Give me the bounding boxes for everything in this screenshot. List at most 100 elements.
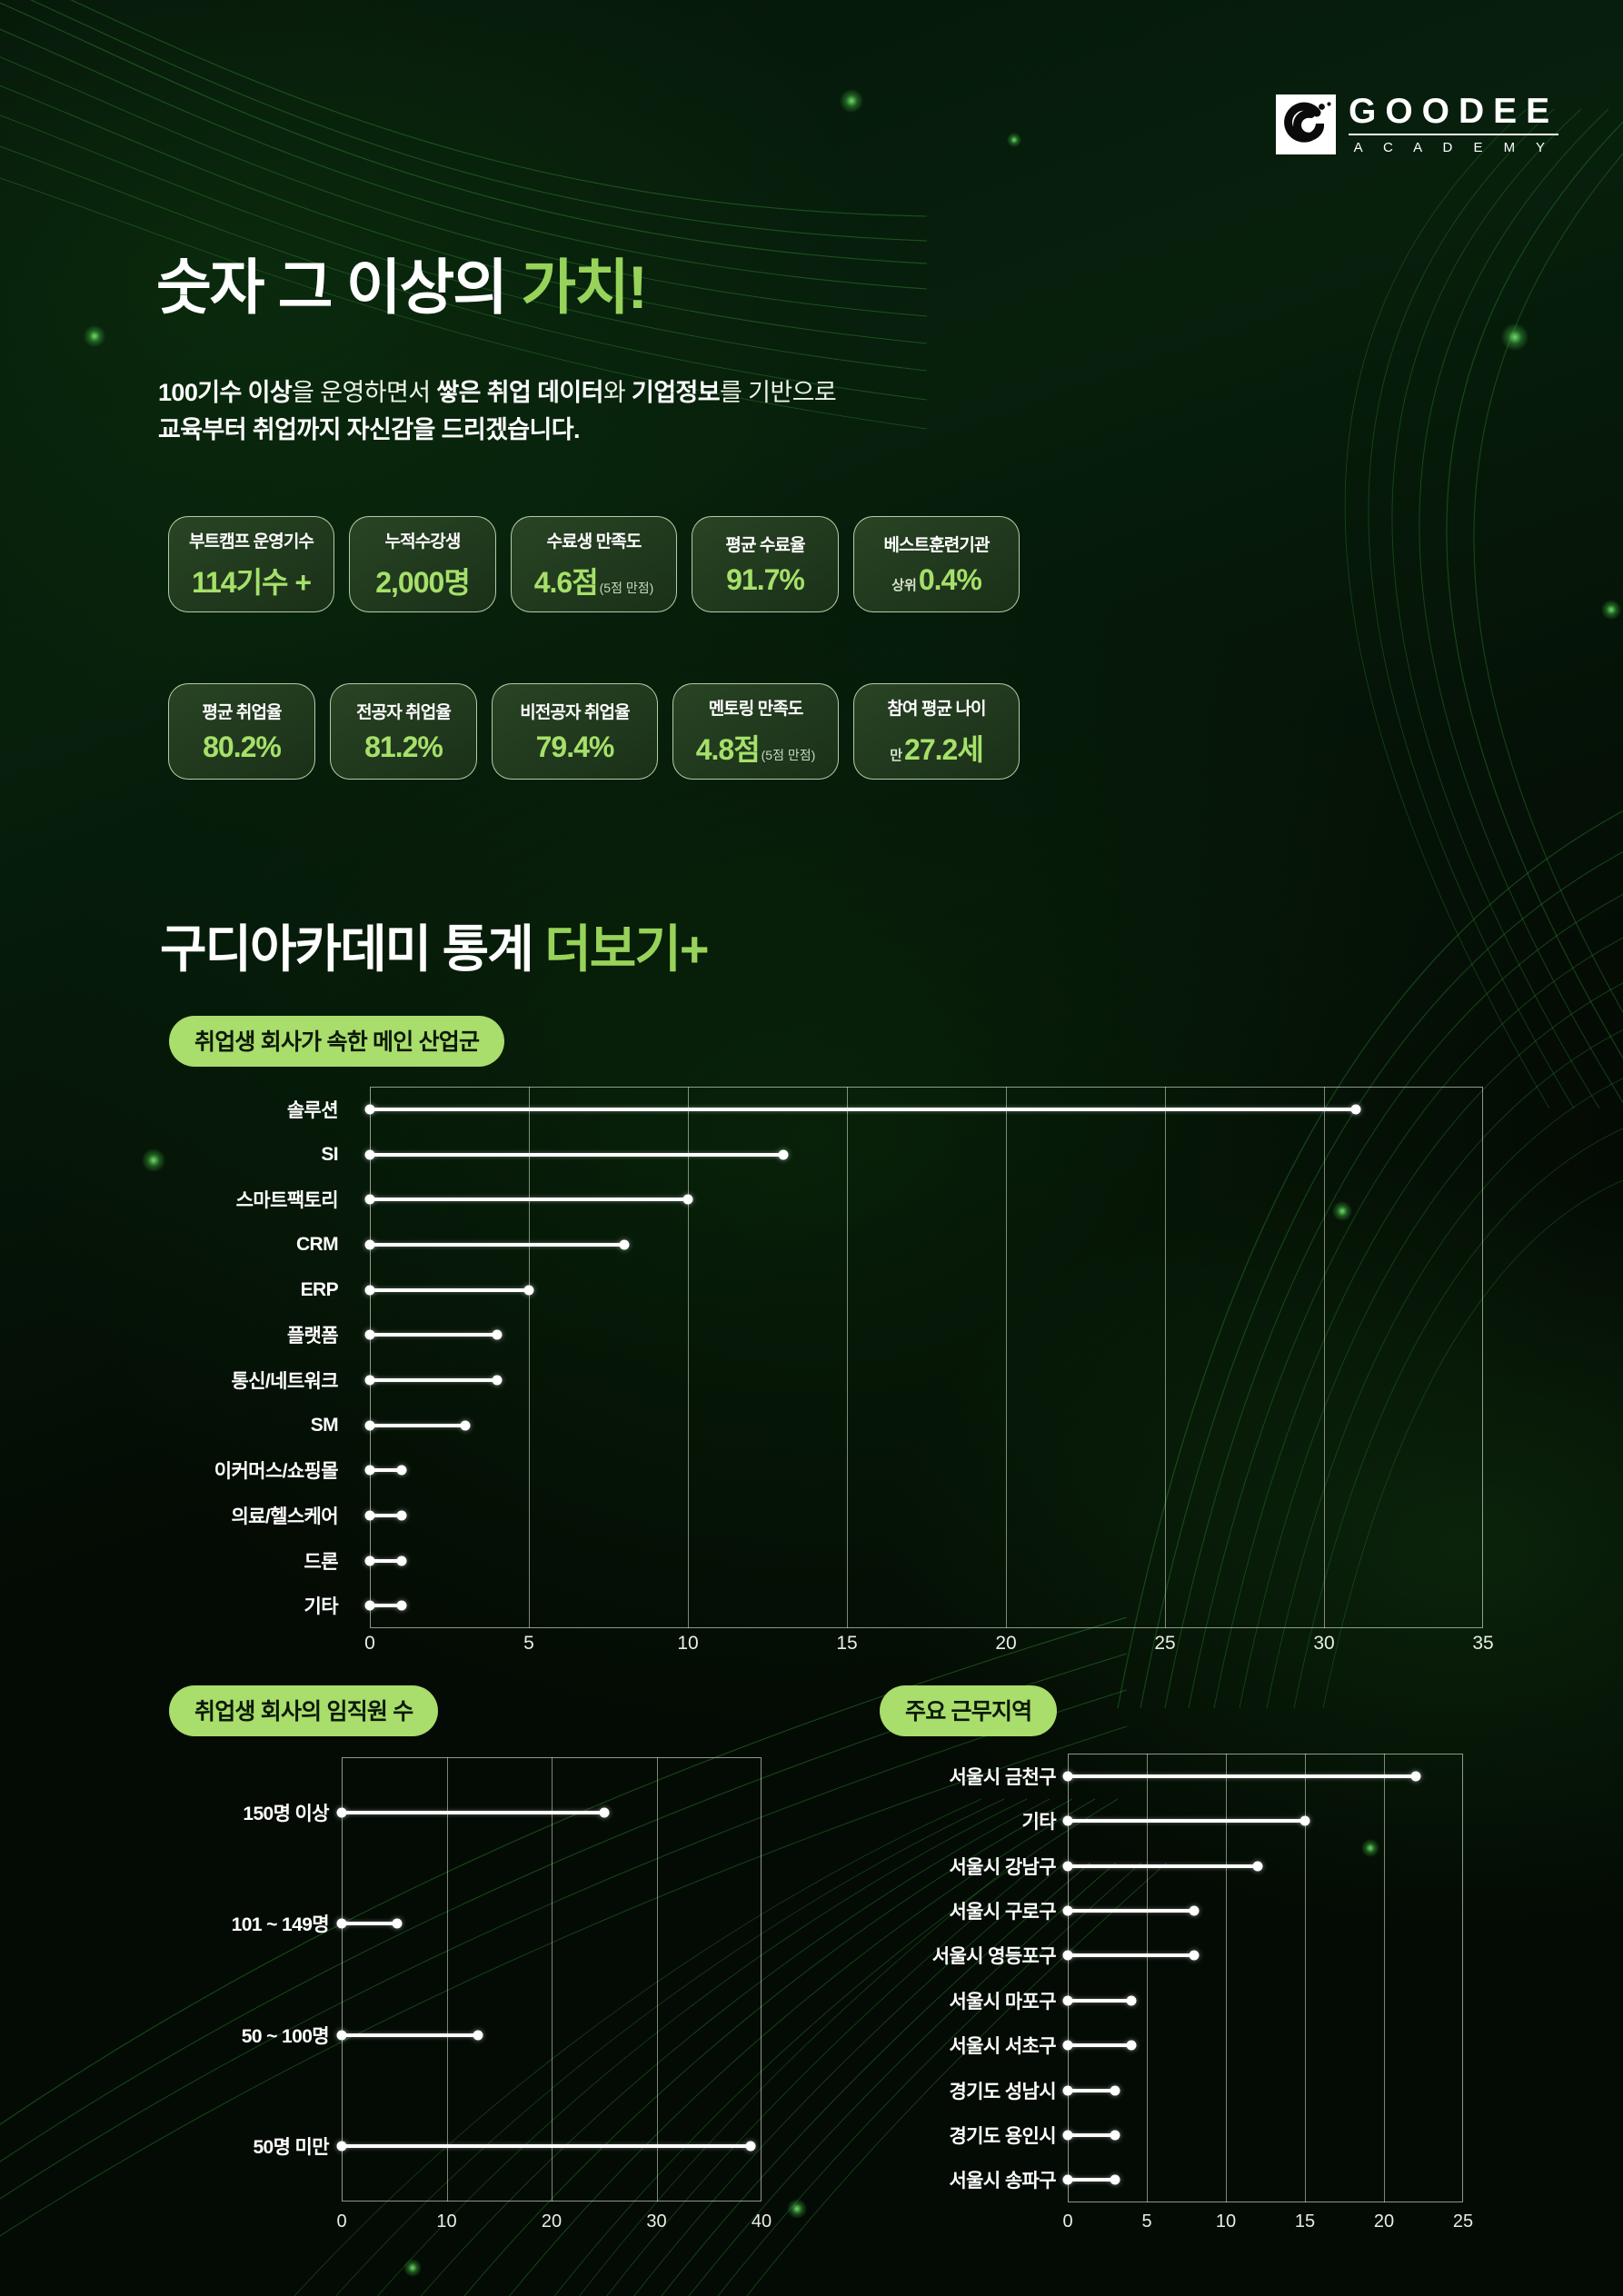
chart-x-tick-label: 10: [436, 2212, 457, 2231]
chart-bar-endpoint: [1062, 2174, 1073, 2185]
chart-bar-endpoint: [364, 1239, 375, 1250]
brand-name: GOODEE: [1349, 94, 1559, 135]
chart-title-location: 주요 근무지역: [880, 1685, 1058, 1736]
chart-bar-endpoint: [1126, 2040, 1137, 2051]
stat-card-label: 수료생 만족도: [546, 532, 642, 552]
chart-category-label: SI: [321, 1143, 338, 1165]
background-swoosh-right: [1072, 109, 1623, 1108]
chart-x-tick-label: 25: [1154, 1633, 1176, 1654]
subtitle-line-2: 교육부터 취업까지 자신감을 드리겠습니다.: [158, 415, 581, 443]
chart-x-tick-label: 15: [836, 1633, 858, 1654]
chart-category-label: SM: [310, 1414, 339, 1436]
chart-title-employees: 취업생 회사의 임직원 수: [169, 1685, 439, 1736]
page-title-main: 숫자 그 이상의: [156, 253, 522, 321]
chart-bar-endpoint: [1299, 1815, 1310, 1826]
chart-bar: [370, 1423, 465, 1427]
stat-card-label: 참여 평균 나이: [887, 699, 986, 719]
chart-x-tick-label: 20: [995, 1633, 1017, 1654]
chart-category-label: 드론: [304, 1551, 339, 1573]
glow-dot: [1007, 133, 1021, 147]
chart-x-tick-label: 30: [646, 2212, 667, 2231]
page-title-accent: 가치!: [521, 253, 647, 321]
stat-card: 전공자 취업율 81.2%: [330, 683, 477, 780]
chart-bar-endpoint: [1062, 1815, 1073, 1826]
stat-card: 부트캠프 운영기수 114기수 +: [168, 516, 334, 612]
chart-bar-endpoint: [492, 1375, 503, 1386]
stat-card: 멘토링 만족도 4.8점 (5점 만점): [672, 683, 839, 780]
chart-bar-endpoint: [1189, 1905, 1200, 1916]
chart-category-label: 기타: [1021, 1812, 1057, 1834]
chart-bar-endpoint: [1062, 1861, 1073, 1871]
subtitle-text-3: 를 기반으로: [719, 379, 837, 406]
chart-bar-endpoint: [1062, 2040, 1073, 2051]
glow-dot: [1501, 323, 1528, 351]
stat-card-label: 비전공자 취업율: [520, 703, 630, 722]
stat-card-value-line: 91.7%: [726, 563, 805, 597]
stat-card-value-line: 만 27.2세: [890, 727, 984, 769]
chart-x-tick-label: 5: [523, 1633, 534, 1654]
chart-bar-endpoint: [1350, 1104, 1361, 1115]
chart-category-label: 통신/네트워크: [231, 1370, 338, 1392]
chart-bar-endpoint: [396, 1556, 407, 1565]
chart-gridline: [847, 1087, 848, 1628]
chart-gridline: [656, 1757, 658, 2202]
stat-card: 누적수강생 2,000명: [349, 516, 496, 612]
glow-dot: [840, 89, 863, 113]
chart-bar-endpoint: [364, 1465, 375, 1476]
stat-card-value-line: 80.2%: [203, 731, 282, 764]
chart-bar: [370, 1333, 497, 1337]
chart-bar-endpoint: [1110, 2085, 1120, 2095]
chart-category-label: 서울시 강남구: [949, 1856, 1056, 1878]
chart-bar: [370, 1198, 688, 1202]
chart-gridline: [1165, 1087, 1166, 1628]
chart-gridline: [1324, 1087, 1325, 1628]
chart-bar-endpoint: [1110, 2130, 1120, 2141]
chart-category-label: 기타: [304, 1596, 339, 1618]
section-title-main: 구디아카데미 통계: [160, 920, 545, 978]
chart-x-tick-label: 0: [336, 2212, 347, 2231]
page-title: 숫자 그 이상의 가치!: [156, 253, 648, 321]
chart-bar-endpoint: [364, 1420, 375, 1430]
chart-category-label: 서울시 구로구: [949, 1901, 1056, 1923]
chart-bar-endpoint: [1062, 1950, 1073, 1961]
chart-bar: [370, 1107, 1356, 1111]
chart-bar-endpoint: [364, 1285, 375, 1295]
stat-card: 평균 수료율 91.7%: [692, 516, 839, 612]
chart-bar: [342, 1811, 604, 1815]
stat-card-label: 누적수강생: [384, 532, 462, 552]
stat-card-suffix: (5점 만점): [599, 580, 654, 595]
stat-card-value: 114기수 +: [191, 565, 312, 599]
stat-card-value: 2,000명: [375, 565, 471, 599]
chart-industry: 0 5 10 15 20 25 30 35 솔루션 SI 스마트팩토리 CRM ERP 플랫폼 통신/네트워…: [0, 1081, 1545, 1663]
stat-card-value-line: 79.4%: [535, 731, 615, 764]
stat-card-value: 27.2세: [904, 732, 984, 766]
subtitle-bold-1: 100기수 이상: [158, 379, 293, 406]
chart-x-tick-label: 15: [1294, 2212, 1316, 2231]
chart-x-tick-label: 5: [1141, 2212, 1152, 2231]
chart-bar: [1068, 1864, 1258, 1868]
page-subtitle: 100기수 이상을 운영하면서 쌓은 취업 데이터와 기업정보를 기반으로 교육…: [158, 374, 837, 448]
stat-card-row-1: 부트캠프 운영기수 114기수 + 누적수강생 2,000명 수료생 만족도 4.6점 (5…: [168, 516, 1020, 612]
stat-card-value-line: 상위 0.4%: [891, 563, 982, 597]
chart-x-tick-label: 20: [1373, 2212, 1395, 2231]
chart-category-label: 스마트팩토리: [235, 1190, 339, 1212]
stat-card-value: 91.7%: [726, 563, 805, 596]
stat-card: 비전공자 취업율 79.4%: [492, 683, 658, 780]
chart-bar-endpoint: [745, 2141, 756, 2152]
chart-bar: [342, 1922, 398, 1926]
chart-bar: [1068, 2178, 1116, 2182]
stat-card-label: 평균 취업율: [202, 703, 282, 722]
stat-card-value: 79.4%: [535, 731, 615, 763]
stat-card-prefix: 상위: [891, 578, 917, 593]
chart-bar-endpoint: [1062, 1905, 1073, 1916]
subtitle-text-1: 을 운영하면서: [292, 379, 437, 406]
chart-bar-endpoint: [392, 1918, 403, 1929]
chart-x-tick-label: 0: [364, 1633, 375, 1654]
chart-category-label: 150명 이상: [243, 1804, 329, 1825]
chart-bar-endpoint: [1062, 1995, 1073, 2006]
chart-bar-endpoint: [619, 1239, 630, 1250]
brand-logo: GOODEE A C A D E M Y: [1276, 94, 1559, 154]
stat-card-label: 멘토링 만족도: [708, 699, 804, 719]
chart-bar-endpoint: [1062, 2085, 1073, 2095]
